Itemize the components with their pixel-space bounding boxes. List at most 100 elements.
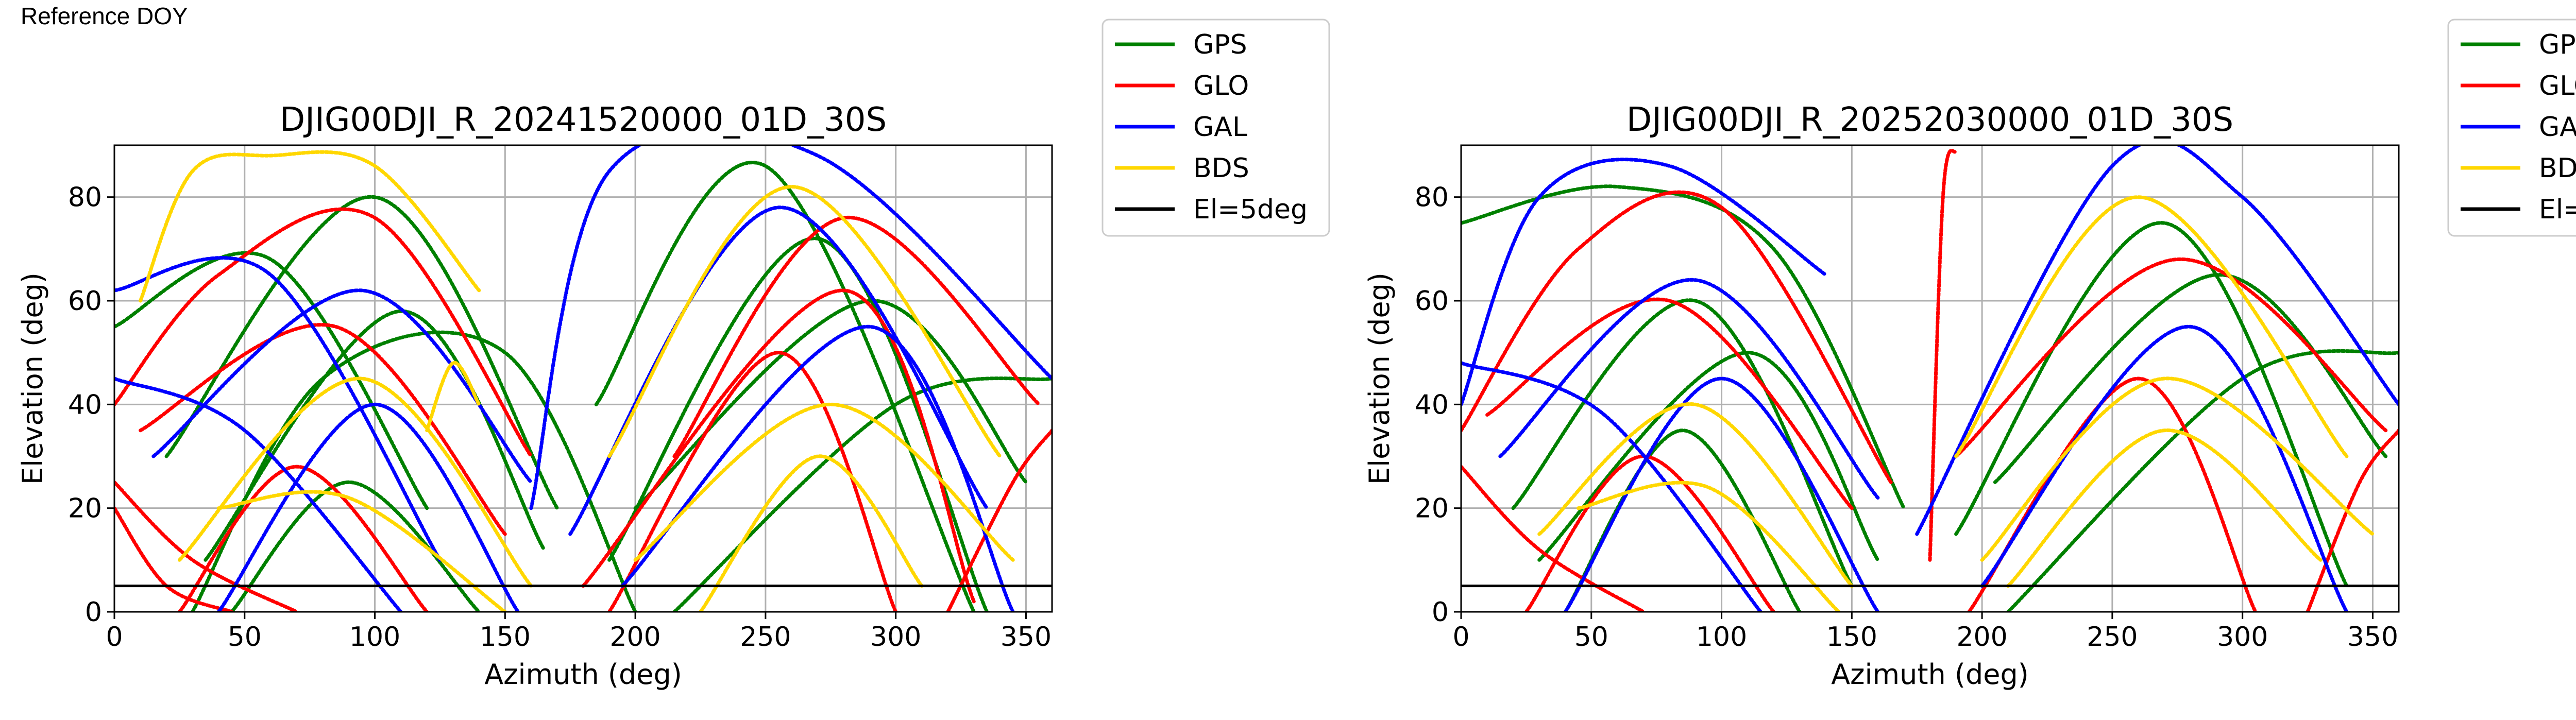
y-tick-label: 80 bbox=[68, 182, 102, 213]
series-arc-glo bbox=[139, 323, 507, 536]
series-arc-glo bbox=[672, 215, 1041, 458]
chart-title: DJIG00DJI_R_20252030000_01D_30S bbox=[1626, 101, 2233, 139]
x-tick-label: 100 bbox=[1696, 622, 1747, 653]
y-tick-label: 40 bbox=[68, 389, 102, 420]
plot-area bbox=[114, 145, 1052, 612]
legend-label: GAL bbox=[1193, 112, 1247, 143]
x-tick-label: 350 bbox=[2347, 622, 2398, 653]
x-tick-label: 200 bbox=[1956, 622, 2007, 653]
series-arc-gps bbox=[1511, 298, 1854, 588]
series-arc-glo bbox=[1485, 297, 1854, 510]
legend-box bbox=[1101, 19, 1330, 237]
y-tick-label: 20 bbox=[68, 493, 102, 524]
series-arc-bds bbox=[425, 361, 481, 433]
chart-panel-1: 0 50 100 150 200 250 300 350 0 20 40 60 80 DJIG00DJI_… bbox=[16, 19, 1330, 691]
series-arc-bds bbox=[633, 402, 1015, 562]
series-arc-glo bbox=[1928, 148, 1958, 562]
series-arc-gps bbox=[672, 376, 1052, 612]
series-arc-gps bbox=[1537, 351, 1880, 562]
series-arc-gal bbox=[1498, 278, 1880, 500]
y-tick-label: 60 bbox=[68, 286, 102, 317]
legend-label: GPS bbox=[2539, 29, 2576, 60]
y-tick-label: 0 bbox=[1432, 597, 1449, 628]
series-arc-bds bbox=[1980, 376, 2375, 562]
legend-item-el5deg: El=5deg bbox=[1115, 194, 1308, 225]
chart-title: DJIG00DJI_R_20241520000_01D_30S bbox=[280, 101, 887, 139]
series-arc-glo bbox=[1461, 190, 1893, 484]
legend-label: GPS bbox=[1193, 29, 1247, 60]
series-arc-gps bbox=[1993, 272, 2388, 484]
series-arc-glo bbox=[607, 351, 898, 612]
series-arc-bds bbox=[139, 150, 481, 303]
series-arc-glo bbox=[114, 480, 299, 612]
legend-label: El=5deg bbox=[1193, 194, 1308, 225]
axes-frame bbox=[113, 144, 1053, 613]
series-arc-glo bbox=[946, 428, 1052, 612]
series-gal bbox=[1461, 145, 2399, 612]
legend-item-gal: GAL bbox=[1115, 112, 1247, 143]
y-axis-label: Elevation (deg) bbox=[16, 272, 49, 485]
series-arc-bds bbox=[1577, 481, 1841, 612]
series-arc-bds bbox=[607, 184, 1002, 458]
series-arc-gps bbox=[114, 251, 429, 510]
series-arc-bds bbox=[177, 376, 533, 588]
legend-item-glo: GLO bbox=[2461, 71, 2576, 101]
series-bds bbox=[139, 150, 1015, 612]
series-arc-gps bbox=[1461, 184, 1906, 510]
legend-item-gps: GPS bbox=[2461, 29, 2576, 60]
legend-item-gps: GPS bbox=[1115, 29, 1247, 60]
legend-item-el5deg: El=5deg bbox=[2461, 194, 2576, 225]
series-arc-gps bbox=[607, 236, 989, 612]
legend-item-bds: BDS bbox=[2461, 153, 2576, 184]
x-tick-label: 0 bbox=[1452, 622, 1469, 653]
series-arc-glo bbox=[114, 207, 533, 458]
legend-label: GLO bbox=[1193, 71, 1249, 101]
legend-item-gal: GAL bbox=[2461, 112, 2576, 143]
x-tick-label: 250 bbox=[740, 622, 791, 653]
figure-label: Reference DOY bbox=[21, 3, 188, 29]
series-arc-bds bbox=[1954, 195, 2349, 458]
x-tick-label: 150 bbox=[1826, 622, 1877, 653]
x-tick-label: 50 bbox=[228, 622, 262, 653]
series-arc-gps bbox=[594, 160, 976, 612]
series-arc-glo bbox=[114, 506, 233, 612]
legend: GPS GLO GAL BDS El=5deg bbox=[1101, 19, 1330, 237]
series-arc-gal bbox=[216, 402, 520, 612]
x-tick-label: 0 bbox=[106, 622, 123, 653]
series-arc-glo bbox=[1954, 257, 2388, 458]
series-arc-glo bbox=[2306, 428, 2399, 612]
y-tick-label: 20 bbox=[1415, 493, 1449, 524]
x-tick-label: 200 bbox=[609, 622, 660, 653]
series-arc-gps bbox=[1954, 221, 2349, 588]
axes-frame bbox=[1460, 144, 2400, 613]
y-tick-label: 60 bbox=[1415, 286, 1449, 317]
legend-label: BDS bbox=[2539, 153, 2576, 184]
series-arc-glo bbox=[581, 288, 976, 604]
series-bds bbox=[1537, 195, 2375, 612]
legend-label: GLO bbox=[2539, 71, 2576, 101]
x-tick-label: 250 bbox=[2087, 622, 2138, 653]
series-arc-gal bbox=[114, 376, 403, 612]
series-gps bbox=[114, 160, 1052, 612]
x-tick-label: 300 bbox=[2217, 622, 2268, 653]
legend-item-glo: GLO bbox=[1115, 71, 1249, 101]
y-tick-label: 40 bbox=[1415, 389, 1449, 420]
y-tick-label: 80 bbox=[1415, 182, 1449, 213]
legend-label: BDS bbox=[1193, 153, 1249, 184]
series-arc-gal bbox=[529, 145, 1052, 510]
series-arc-bds bbox=[699, 454, 924, 612]
series-glo bbox=[1461, 148, 2399, 612]
series-arc-gal bbox=[1461, 361, 1762, 612]
series-arc-gps bbox=[633, 299, 1028, 510]
legend-item-bds: BDS bbox=[1115, 153, 1249, 184]
series-arc-bds bbox=[1537, 402, 1854, 588]
series-arc-gps bbox=[1563, 428, 1802, 612]
series-arc-glo bbox=[177, 465, 429, 612]
chart-panel-2: 0 50 100 150 200 250 300 350 0 20 40 60 80 DJIG00DJI_… bbox=[1363, 19, 2576, 691]
series-arc-bds bbox=[216, 490, 507, 612]
series-arc-gal bbox=[114, 256, 442, 562]
x-axis-label: Azimuth (deg) bbox=[1831, 658, 2029, 691]
series-arc-glo bbox=[1461, 465, 1646, 612]
x-tick-label: 350 bbox=[1001, 622, 1052, 653]
